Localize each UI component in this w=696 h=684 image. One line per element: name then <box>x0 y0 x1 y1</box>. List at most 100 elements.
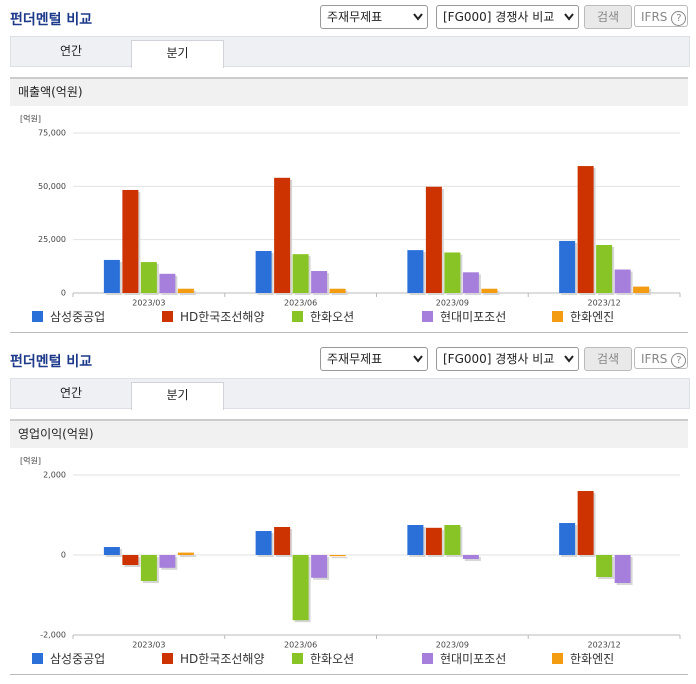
section-title: 영업이익(억원) <box>18 427 94 441</box>
help-icon: ? <box>671 353 687 368</box>
y-tick-label: 75,000 <box>38 129 66 138</box>
x-tick-label: 2023/09 <box>436 641 469 650</box>
bar <box>425 527 442 555</box>
y-tick-label: 50,000 <box>38 182 66 191</box>
search-button[interactable]: 검색 <box>584 5 632 29</box>
bar <box>425 186 442 293</box>
legend-swatch <box>32 311 43 322</box>
bar <box>577 491 594 555</box>
unit-label: [억원] <box>20 456 41 466</box>
bar <box>407 525 424 555</box>
bar <box>614 269 631 293</box>
bar <box>596 555 613 577</box>
x-tick-label: 2023/03 <box>132 641 165 650</box>
bar <box>481 288 498 293</box>
bar <box>462 555 479 559</box>
select-text: [FG000] 경쟁사 비교 <box>443 10 555 24</box>
legend-label: 현대미포조선 <box>440 310 506 324</box>
y-tick-label: -2,000 <box>40 631 66 640</box>
bar <box>329 288 346 293</box>
panel-title: 펀더멘털 비교 <box>10 354 93 370</box>
bar <box>177 552 194 555</box>
y-tick-label: 0 <box>61 551 66 560</box>
divider <box>10 674 688 675</box>
ifrs-button[interactable]: IFRS? <box>634 347 688 369</box>
select-text: 주재무제표 <box>327 352 383 366</box>
bar <box>292 555 309 621</box>
bar <box>311 271 328 293</box>
bar <box>633 286 650 293</box>
legend-swatch <box>422 653 433 664</box>
chevron-path <box>413 13 423 21</box>
tab-bar: 연간 분기 <box>10 36 690 68</box>
legend-label: 삼성중공업 <box>50 310 105 324</box>
chart: [억원] -2,000 0 2,000 2023/03 2023/06 2023/09 202… <box>20 456 681 666</box>
bar <box>444 525 461 555</box>
bar <box>444 252 461 293</box>
bar <box>311 555 328 578</box>
bar-shadow <box>179 554 196 557</box>
chevron-path <box>564 13 574 21</box>
ifrs-label: IFRS <box>641 10 668 24</box>
section-title: 매출액(억원) <box>18 85 83 99</box>
bar <box>159 555 176 568</box>
bar-shadow <box>331 557 348 559</box>
chevron <box>413 355 423 363</box>
bar <box>159 273 176 293</box>
bar <box>596 245 613 293</box>
bar <box>122 555 139 565</box>
bar <box>122 189 139 293</box>
legend-label: 삼성중공업 <box>50 652 105 666</box>
bar <box>177 288 194 293</box>
tab-bar: 연간 분기 <box>10 378 690 410</box>
bar <box>103 547 120 555</box>
bar <box>407 250 424 293</box>
bar <box>140 262 157 293</box>
tab[interactable]: 연간 <box>59 386 83 400</box>
bar <box>274 177 291 293</box>
select-statement[interactable]: 주재무제표 <box>320 347 428 371</box>
bar <box>274 527 291 555</box>
select-compare[interactable]: [FG000] 경쟁사 비교 <box>436 347 579 371</box>
tab[interactable]: 분기 <box>131 382 224 410</box>
bar <box>559 523 576 555</box>
legend-swatch <box>162 311 173 322</box>
search-button[interactable]: 검색 <box>584 347 632 371</box>
legend-label: 한화오션 <box>310 652 354 666</box>
x-tick-label: 2023/12 <box>588 299 621 308</box>
legend-swatch <box>292 311 303 322</box>
select-text: [FG000] 경쟁사 비교 <box>443 352 555 366</box>
x-tick-label: 2023/03 <box>132 299 165 308</box>
select-statement[interactable]: 주재무제표 <box>320 5 428 29</box>
legend-label: 한화엔진 <box>570 310 614 324</box>
chart: [억원] 0 25,000 50,000 75,000 2023/03 2023/06 202… <box>20 114 681 324</box>
x-tick-label: 2023/09 <box>436 299 469 308</box>
legend-swatch <box>552 311 563 322</box>
bar <box>255 531 272 555</box>
select-compare[interactable]: [FG000] 경쟁사 비교 <box>436 5 579 29</box>
panel-title: 펀더멘털 비교 <box>10 12 93 28</box>
bar <box>614 555 631 583</box>
y-tick-label: 2,000 <box>43 471 66 480</box>
ifrs-button[interactable]: IFRS? <box>634 5 688 27</box>
bar <box>292 254 309 293</box>
divider <box>10 332 688 333</box>
bar <box>255 250 272 293</box>
section-header: 영업이익(억원) <box>10 419 688 448</box>
x-tick-label: 2023/06 <box>284 641 317 650</box>
chevron-path <box>564 355 574 363</box>
legend-swatch <box>422 311 433 322</box>
y-tick-label: 0 <box>61 289 66 298</box>
bar <box>462 272 479 293</box>
tab[interactable]: 연간 <box>59 44 83 58</box>
legend-swatch <box>292 653 303 664</box>
legend-swatch <box>162 653 173 664</box>
unit-label: [억원] <box>20 114 41 124</box>
tab[interactable]: 분기 <box>131 40 224 68</box>
chevron <box>564 355 574 363</box>
legend-label: 현대미포조선 <box>440 652 506 666</box>
x-tick-label: 2023/06 <box>284 299 317 308</box>
